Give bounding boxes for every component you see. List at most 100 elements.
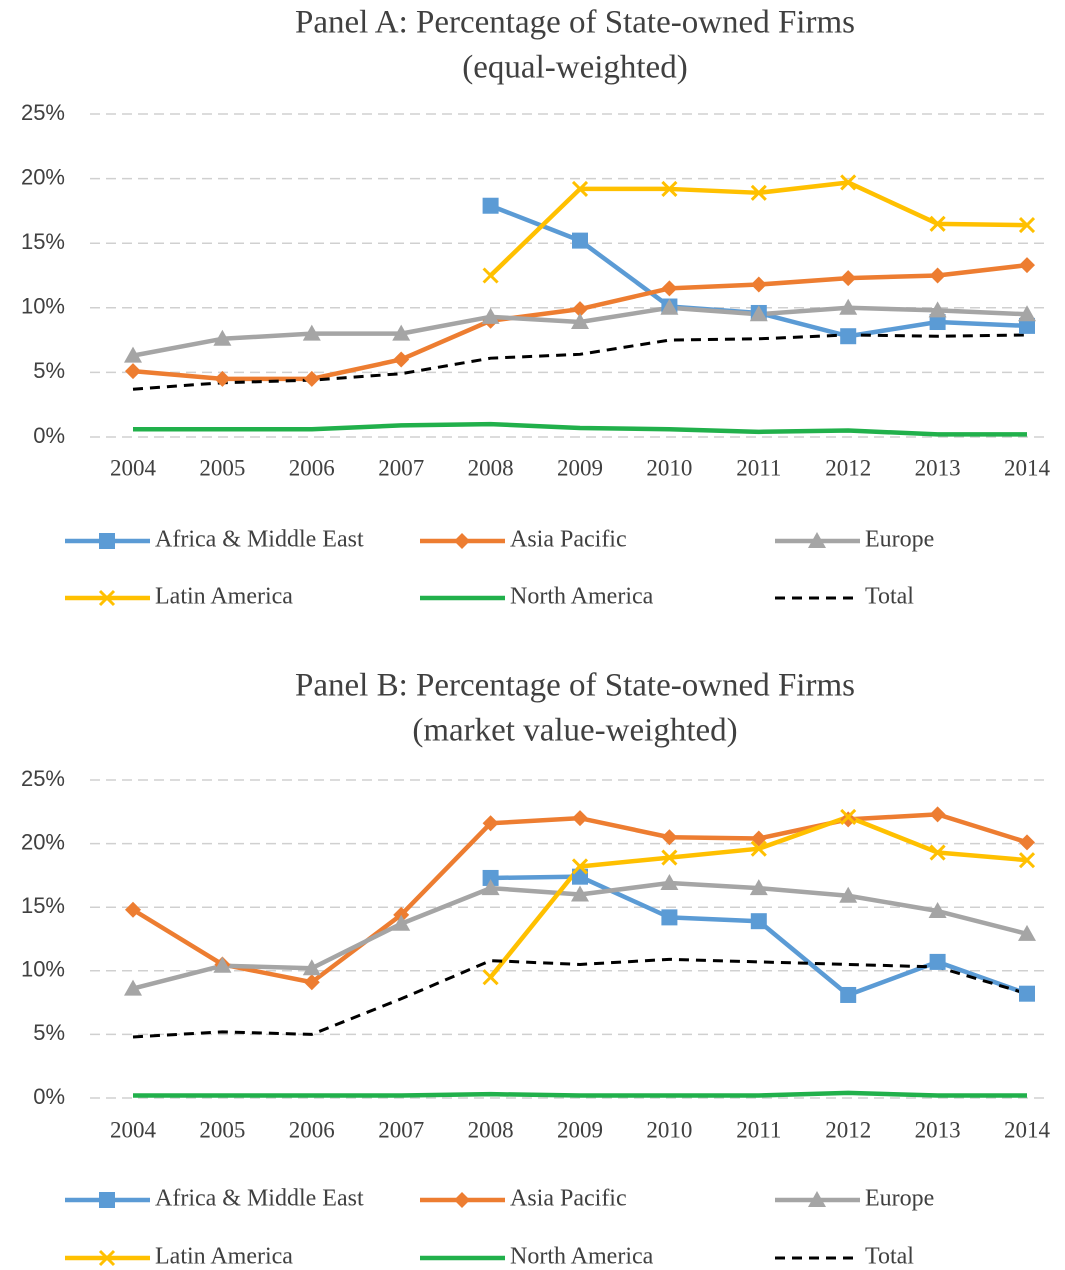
marker	[454, 1192, 470, 1208]
chart-subtitle: (equal-weighted)	[462, 50, 687, 86]
marker	[929, 267, 946, 284]
marker	[840, 328, 857, 345]
marker	[749, 879, 768, 896]
x-tick-label: 2007	[378, 1117, 424, 1142]
marker	[840, 270, 857, 287]
marker	[661, 829, 678, 846]
x-tick-label: 2008	[468, 1117, 514, 1142]
legend-label: Asia Pacific	[510, 1186, 627, 1212]
y-tick-label: 10%	[21, 294, 65, 319]
x-tick-label: 2009	[557, 455, 603, 480]
legend-label: North America	[510, 1244, 654, 1270]
x-tick-label: 2013	[915, 1117, 961, 1142]
marker	[1019, 317, 1035, 334]
x-tick-label: 2012	[825, 455, 871, 480]
y-tick-label: 0%	[33, 423, 65, 448]
marker	[99, 1192, 115, 1208]
marker	[214, 370, 231, 387]
marker	[840, 986, 857, 1003]
marker	[750, 830, 767, 847]
x-tick-label: 2004	[110, 1117, 157, 1142]
marker	[571, 858, 589, 875]
x-tick-label: 2004	[110, 455, 157, 480]
y-tick-label: 15%	[21, 893, 65, 918]
x-tick-label: 2012	[825, 1117, 871, 1142]
marker	[303, 370, 320, 387]
marker	[482, 197, 499, 214]
marker	[750, 276, 767, 293]
marker	[481, 307, 500, 324]
y-tick-label: 0%	[33, 1084, 65, 1109]
marker	[482, 969, 499, 986]
marker	[840, 174, 857, 191]
marker	[1018, 924, 1036, 941]
marker	[1019, 834, 1035, 851]
marker	[454, 533, 470, 549]
series-line	[133, 1090, 1027, 1098]
marker	[99, 533, 115, 549]
x-tick-label: 2008	[468, 455, 514, 480]
marker	[124, 346, 142, 363]
marker	[393, 351, 410, 368]
legend-label: Latin America	[155, 584, 293, 610]
chart-title: Panel B: Percentage of State-owned Firms	[295, 668, 855, 704]
legend-label: Total	[865, 584, 914, 610]
series-line	[132, 957, 1028, 1039]
marker	[840, 808, 857, 825]
x-tick-label: 2005	[199, 1117, 245, 1142]
x-tick-label: 2013	[915, 455, 961, 480]
marker	[661, 909, 678, 926]
marker	[929, 844, 946, 861]
marker	[482, 815, 499, 832]
marker	[750, 184, 767, 201]
marker	[572, 810, 588, 827]
marker	[929, 215, 946, 232]
marker	[808, 1191, 826, 1207]
marker	[839, 298, 858, 315]
legend-label: Europe	[865, 1186, 934, 1212]
marker	[571, 180, 589, 197]
marker	[482, 267, 499, 284]
y-tick-label: 25%	[21, 100, 65, 125]
marker	[750, 913, 767, 930]
marker	[481, 879, 500, 896]
marker	[302, 324, 321, 341]
marker	[750, 840, 767, 857]
x-tick-label: 2005	[199, 455, 245, 480]
marker	[660, 298, 679, 315]
marker	[1018, 852, 1036, 869]
marker	[213, 956, 232, 973]
marker	[661, 849, 678, 866]
marker	[1018, 305, 1036, 322]
chart-subtitle: (market value-weighted)	[412, 713, 737, 749]
chart-title: Panel A: Percentage of State-owned Firms	[295, 5, 855, 41]
x-tick-label: 2006	[289, 1117, 335, 1142]
chart: Panel B: Percentage of State-owned Firms…	[21, 668, 1051, 1270]
legend-label: North America	[510, 584, 654, 610]
marker	[840, 811, 857, 828]
legend-label: Latin America	[155, 1244, 293, 1270]
legend-label: Total	[865, 1244, 914, 1270]
marker	[392, 914, 411, 931]
y-tick-label: 5%	[33, 358, 65, 383]
marker	[482, 869, 499, 886]
legend-label: Asia Pacific	[510, 527, 627, 553]
legend-label: Africa & Middle East	[155, 527, 364, 553]
y-tick-label: 15%	[21, 229, 65, 254]
marker	[572, 232, 588, 249]
x-tick-label: 2011	[736, 455, 781, 480]
series-line	[132, 333, 1028, 391]
marker	[392, 324, 411, 341]
marker	[929, 806, 946, 823]
legend-label: Africa & Middle East	[155, 1186, 364, 1212]
marker	[98, 1249, 116, 1267]
marker	[572, 868, 588, 885]
y-tick-label: 10%	[21, 957, 65, 982]
marker	[929, 314, 946, 331]
legend-label: Europe	[865, 527, 934, 553]
x-tick-label: 2011	[736, 1117, 781, 1142]
y-tick-label: 25%	[21, 766, 65, 791]
marker	[302, 959, 321, 976]
marker	[98, 589, 116, 607]
